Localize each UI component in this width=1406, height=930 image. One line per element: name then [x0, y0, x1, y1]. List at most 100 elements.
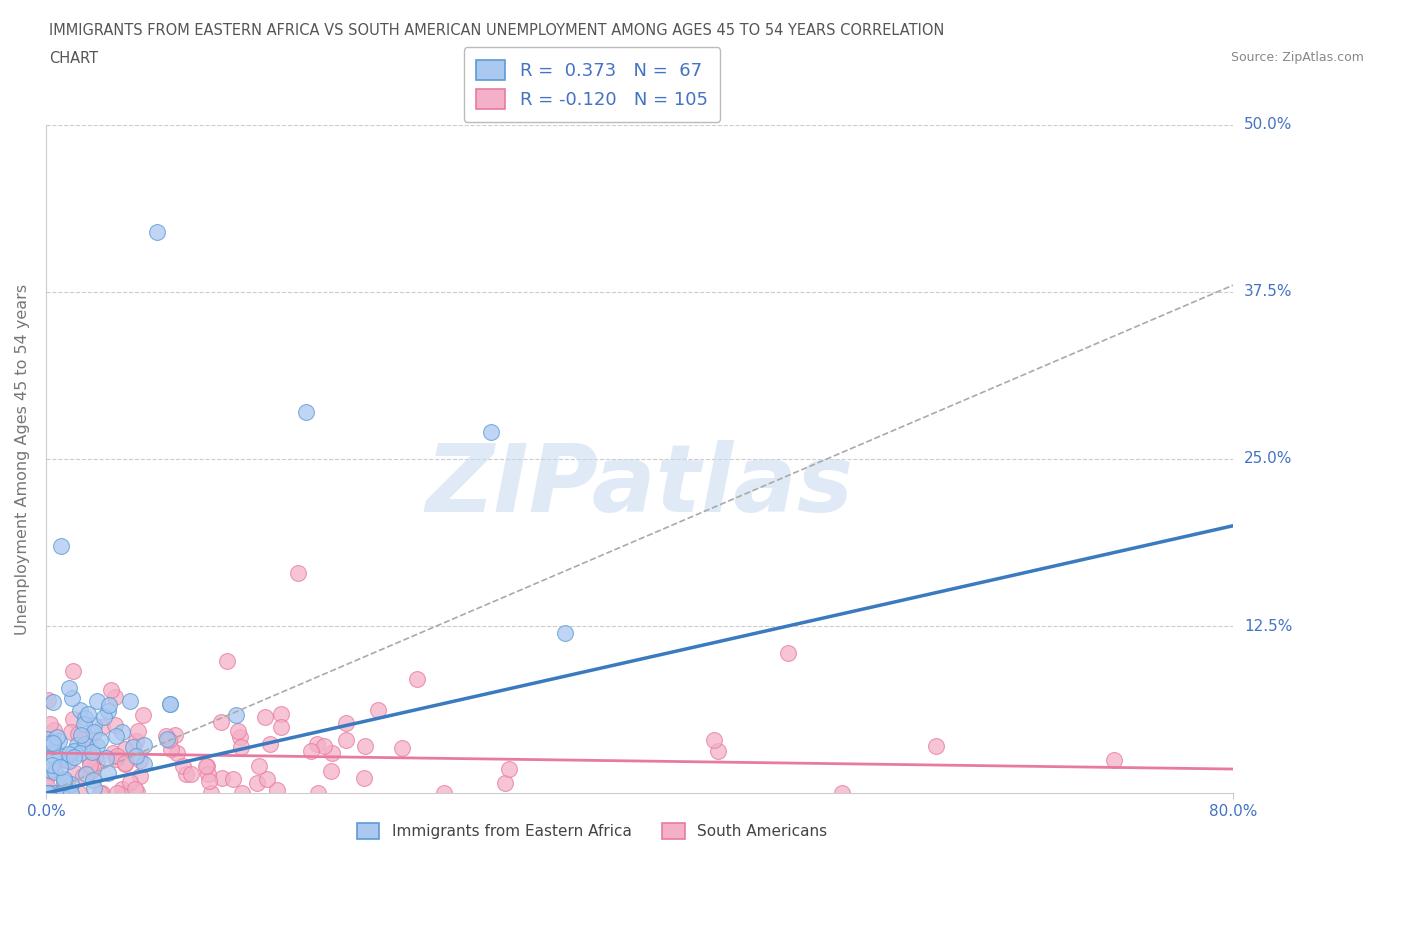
Point	[56, 776, 79, 790]
Y-axis label: Unemployment Among Ages 45 to 54 years: Unemployment Among Ages 45 to 54 years	[15, 284, 30, 634]
Point	[86, 753, 108, 768]
Point	[146, 224, 169, 239]
Point	[335, 715, 357, 730]
Legend: Immigrants from Eastern Africa, South Americans: Immigrants from Eastern Africa, South Am…	[350, 817, 834, 845]
Point	[159, 741, 181, 756]
Point	[42, 736, 65, 751]
Point	[118, 693, 141, 708]
Point	[127, 724, 149, 738]
Point	[104, 717, 127, 732]
Point	[100, 683, 122, 698]
Point	[82, 761, 104, 776]
Point	[776, 645, 799, 660]
Point	[83, 717, 105, 732]
Point	[41, 757, 63, 772]
Point	[118, 775, 141, 790]
Point	[75, 711, 97, 725]
Text: ZIPatlas: ZIPatlas	[426, 440, 853, 532]
Point	[125, 734, 148, 749]
Point	[319, 764, 342, 778]
Point	[114, 741, 136, 756]
Point	[229, 739, 252, 754]
Point	[72, 731, 94, 746]
Point	[97, 765, 120, 780]
Point	[231, 785, 253, 800]
Point	[129, 769, 152, 784]
Point	[69, 746, 91, 761]
Point	[247, 759, 270, 774]
Point	[94, 751, 117, 765]
Point	[925, 738, 948, 753]
Point	[62, 663, 84, 678]
Point	[83, 725, 105, 740]
Point	[195, 759, 218, 774]
Point	[75, 737, 97, 751]
Point	[80, 764, 103, 778]
Point	[37, 741, 59, 756]
Point	[226, 724, 249, 738]
Point	[42, 749, 65, 764]
Point	[104, 689, 127, 704]
Point	[198, 773, 221, 788]
Point	[37, 786, 59, 801]
Point	[59, 786, 82, 801]
Point	[38, 735, 60, 750]
Point	[73, 716, 96, 731]
Point	[105, 749, 128, 764]
Point	[367, 702, 389, 717]
Point	[246, 776, 269, 790]
Point	[83, 780, 105, 795]
Point	[45, 786, 67, 801]
Point	[79, 757, 101, 772]
Point	[49, 749, 72, 764]
Point	[253, 710, 276, 724]
Point	[314, 738, 336, 753]
Point	[222, 772, 245, 787]
Point	[69, 702, 91, 717]
Point	[163, 728, 186, 743]
Point	[155, 728, 177, 743]
Point	[498, 762, 520, 777]
Point	[59, 784, 82, 799]
Point	[200, 786, 222, 801]
Point	[77, 707, 100, 722]
Point	[305, 737, 328, 751]
Point	[294, 405, 316, 419]
Point	[125, 748, 148, 763]
Point	[49, 786, 72, 801]
Point	[83, 750, 105, 764]
Point	[121, 739, 143, 754]
Point	[38, 764, 60, 779]
Point	[197, 767, 219, 782]
Point	[270, 719, 292, 734]
Point	[58, 753, 80, 768]
Point	[159, 697, 181, 711]
Point	[111, 724, 134, 739]
Point	[60, 691, 83, 706]
Point	[80, 764, 103, 778]
Point	[59, 786, 82, 801]
Point	[494, 776, 516, 790]
Point	[707, 744, 730, 759]
Point	[67, 786, 90, 801]
Text: CHART: CHART	[49, 51, 98, 66]
Point	[37, 731, 59, 746]
Point	[86, 738, 108, 753]
Point	[256, 772, 278, 787]
Point	[62, 711, 84, 726]
Point	[105, 751, 128, 766]
Point	[63, 750, 86, 764]
Point	[41, 786, 63, 801]
Point	[335, 732, 357, 747]
Point	[259, 737, 281, 751]
Point	[89, 786, 111, 801]
Point	[37, 693, 59, 708]
Point	[90, 786, 112, 801]
Point	[159, 697, 181, 711]
Point	[37, 778, 59, 793]
Point	[98, 698, 121, 712]
Text: 12.5%: 12.5%	[1244, 618, 1292, 633]
Point	[45, 786, 67, 801]
Point	[37, 770, 59, 785]
Point	[38, 717, 60, 732]
